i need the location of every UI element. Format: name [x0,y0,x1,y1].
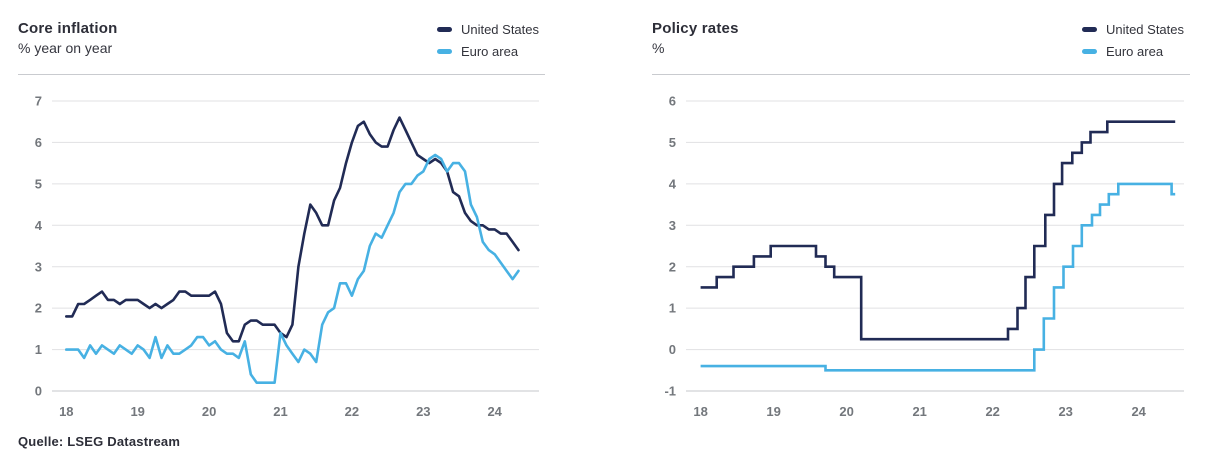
x-tick-label: 19 [766,404,780,419]
series-euro-area [700,182,1176,372]
y-tick-label: 3 [35,259,42,274]
united-states-swatch-icon [436,27,452,32]
chart-subtitle: % [652,40,665,56]
x-tick-label: 22 [985,404,999,419]
x-tick-label: 18 [59,404,73,419]
chart-title: Policy rates [652,20,739,37]
y-tick-label: 1 [669,301,676,316]
legend-label: Euro area [1105,44,1164,59]
policy-rates-title-block: Policy rates % [652,20,739,56]
legend-item-united-states: United States [436,22,539,37]
euro-area-swatch-icon [1081,49,1097,54]
legend-item-euro-area: Euro area [1081,44,1184,59]
core-inflation-header: Core inflation % year on year United Sta… [18,14,545,75]
x-tick-label: 21 [912,404,926,419]
policy-rates-header: Policy rates % United States Euro area [652,14,1190,75]
y-tick-label: 3 [669,218,676,233]
y-tick-label: 0 [669,342,676,357]
y-tick-label: 2 [669,259,676,274]
x-tick-label: 23 [416,404,430,419]
x-tick-label: 20 [202,404,216,419]
x-tick-label: 24 [487,404,502,419]
charts-row: Core inflation % year on year United Sta… [18,14,1190,427]
y-tick-label: -1 [664,384,676,399]
united-states-swatch-icon [1081,27,1097,32]
x-tick-label: 24 [1131,404,1146,419]
y-tick-label: 1 [35,342,42,357]
series-united-states [700,120,1176,341]
legend: United States Euro area [436,22,539,59]
y-tick-label: 4 [35,218,43,233]
legend-label: Euro area [460,44,519,59]
euro-area-swatch-icon [436,49,452,54]
series-euro-area [64,153,520,385]
y-tick-label: 6 [669,94,676,109]
x-tick-label: 19 [130,404,144,419]
page: Core inflation % year on year United Sta… [18,14,1190,449]
x-tick-label: 21 [273,404,287,419]
legend-label: United States [1105,22,1184,37]
source-note: Quelle: LSEG Datastream [18,434,181,449]
y-tick-label: 6 [35,135,42,150]
y-tick-label: 2 [35,301,42,316]
y-tick-label: 5 [35,176,42,191]
y-tick-label: 0 [35,384,42,399]
y-tick-label: 4 [669,176,677,191]
chart-subtitle: % year on year [18,40,113,56]
core-inflation-title-block: Core inflation % year on year [18,20,117,56]
legend-item-euro-area: Euro area [436,44,539,59]
x-tick-label: 23 [1058,404,1072,419]
core-inflation-chart: Core inflation % year on year United Sta… [18,14,545,427]
chart-title: Core inflation [18,20,118,37]
policy-rates-chart: Policy rates % United States Euro area -… [652,14,1190,427]
x-tick-label: 18 [693,404,707,419]
x-tick-label: 20 [839,404,853,419]
legend-label: United States [460,22,539,37]
legend-item-united-states: United States [1081,22,1184,37]
x-tick-label: 22 [345,404,359,419]
y-tick-label: 7 [35,94,42,109]
y-tick-label: 5 [669,135,676,150]
legend: United States Euro area [1081,22,1184,59]
